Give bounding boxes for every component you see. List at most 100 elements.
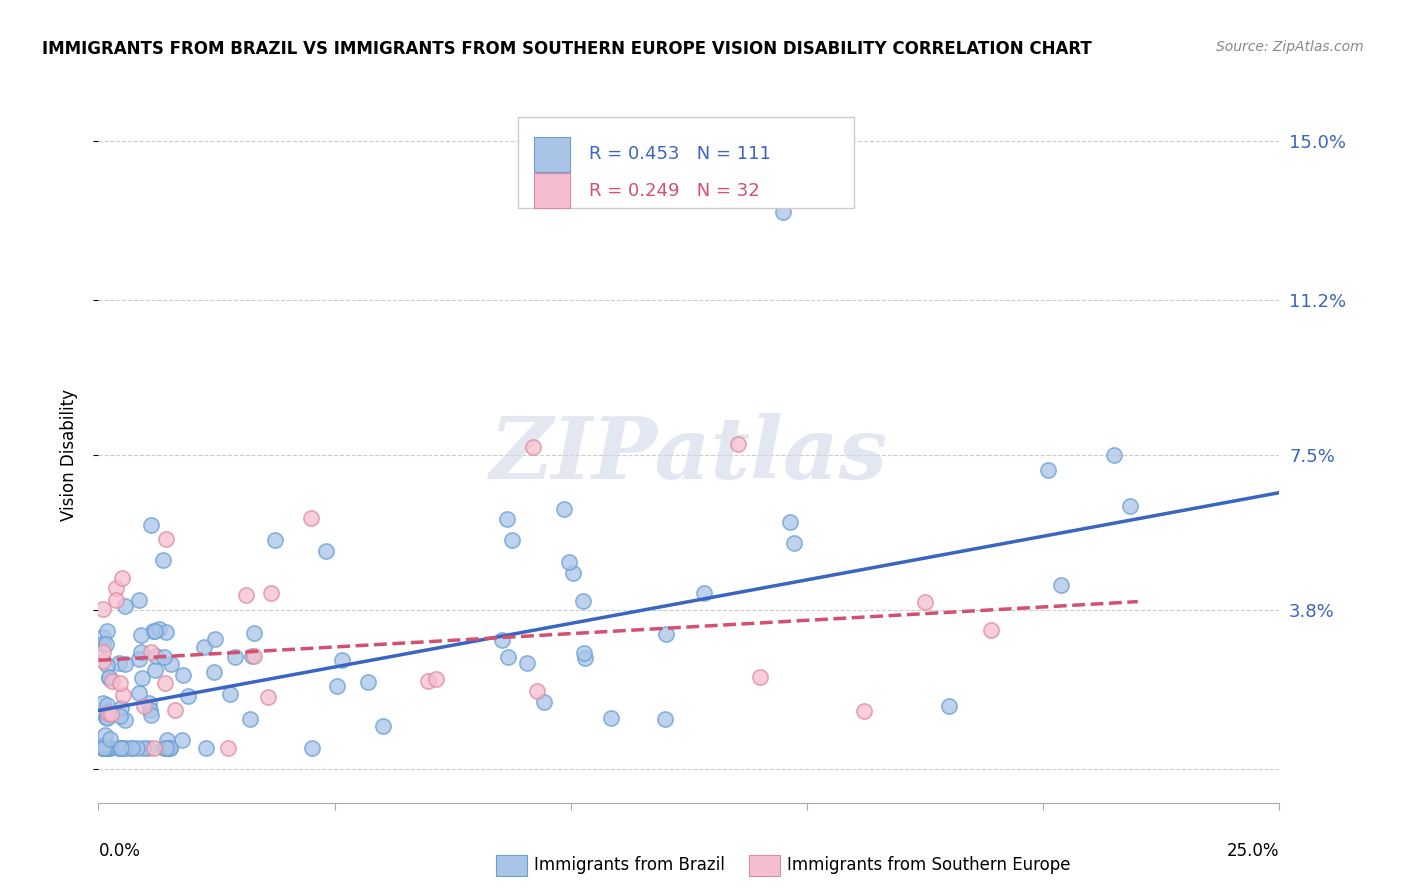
Point xyxy=(94,710,117,724)
Point xyxy=(172,732,194,747)
Point xyxy=(1119,499,1142,513)
Point xyxy=(553,502,575,516)
Point xyxy=(152,741,174,756)
Point xyxy=(138,696,160,710)
Point xyxy=(194,741,217,756)
Point xyxy=(107,741,129,756)
Point xyxy=(516,656,538,670)
Point xyxy=(94,741,117,756)
Point xyxy=(110,741,132,756)
FancyBboxPatch shape xyxy=(534,137,569,172)
Point xyxy=(128,652,150,666)
Point xyxy=(143,624,166,638)
Point xyxy=(91,644,114,658)
Text: 25.0%: 25.0% xyxy=(1227,842,1279,860)
Point xyxy=(120,741,142,756)
Point xyxy=(533,695,555,709)
Text: 0.0%: 0.0% xyxy=(98,842,141,860)
Point xyxy=(235,588,257,602)
Point xyxy=(108,657,131,671)
Point xyxy=(156,732,179,747)
Point xyxy=(91,741,114,756)
Point xyxy=(574,651,596,665)
Point xyxy=(114,599,136,613)
Text: R = 0.249   N = 32: R = 0.249 N = 32 xyxy=(589,182,759,200)
Text: Immigrants from Southern Europe: Immigrants from Southern Europe xyxy=(787,856,1071,874)
Text: ZIPatlas: ZIPatlas xyxy=(489,413,889,497)
Point xyxy=(96,698,118,712)
Point xyxy=(139,517,162,532)
Text: Source: ZipAtlas.com: Source: ZipAtlas.com xyxy=(1216,40,1364,54)
Point xyxy=(91,741,114,756)
Point xyxy=(425,673,447,687)
Point xyxy=(257,690,280,704)
Point xyxy=(96,624,118,639)
Point xyxy=(177,689,200,703)
Y-axis label: Vision Disability: Vision Disability xyxy=(59,389,77,521)
Point xyxy=(97,706,120,721)
Point xyxy=(326,680,349,694)
Point xyxy=(105,592,128,607)
Point xyxy=(1102,448,1125,462)
Point xyxy=(110,701,132,715)
Point xyxy=(91,602,114,616)
Point xyxy=(727,437,749,451)
Point xyxy=(526,684,548,698)
Point xyxy=(692,586,714,600)
Point xyxy=(159,741,181,756)
Point xyxy=(748,670,770,684)
Point xyxy=(93,741,115,756)
Point xyxy=(1036,463,1059,477)
Point xyxy=(239,712,262,726)
FancyBboxPatch shape xyxy=(517,118,855,208)
Point xyxy=(114,713,136,727)
Point xyxy=(91,655,114,669)
Point xyxy=(357,674,380,689)
Point xyxy=(91,741,114,756)
Point xyxy=(159,657,181,672)
Point xyxy=(98,670,121,684)
Point xyxy=(202,665,225,679)
Point xyxy=(98,741,121,756)
Point xyxy=(299,510,322,524)
Point xyxy=(243,626,266,640)
Point xyxy=(93,738,115,752)
Point xyxy=(104,581,127,595)
Point xyxy=(157,741,180,756)
Point xyxy=(654,627,676,641)
Point xyxy=(129,627,152,641)
Point xyxy=(240,649,263,664)
Point xyxy=(264,533,287,548)
Point xyxy=(219,687,242,701)
Point xyxy=(98,671,121,685)
Point xyxy=(155,741,177,756)
Point xyxy=(155,532,177,546)
Point xyxy=(96,637,118,651)
Point xyxy=(914,594,936,608)
Point xyxy=(114,657,136,671)
Point xyxy=(96,657,118,672)
Point xyxy=(654,712,676,726)
Point xyxy=(132,698,155,713)
Point xyxy=(111,741,134,756)
Point xyxy=(1050,578,1073,592)
Point xyxy=(145,648,167,663)
Point xyxy=(125,741,148,756)
Point xyxy=(980,624,1002,638)
Point xyxy=(97,704,120,718)
Point xyxy=(111,688,134,702)
Point xyxy=(330,653,353,667)
Point xyxy=(139,645,162,659)
Point xyxy=(94,710,117,724)
Point xyxy=(371,719,394,733)
Point xyxy=(111,741,134,756)
Point xyxy=(91,741,114,756)
Point xyxy=(101,674,124,689)
Point xyxy=(852,704,875,718)
Point xyxy=(152,553,174,567)
Point xyxy=(772,204,794,219)
Text: Immigrants from Brazil: Immigrants from Brazil xyxy=(534,856,725,874)
Point xyxy=(561,566,583,581)
Point xyxy=(96,741,118,756)
Point xyxy=(121,741,143,756)
